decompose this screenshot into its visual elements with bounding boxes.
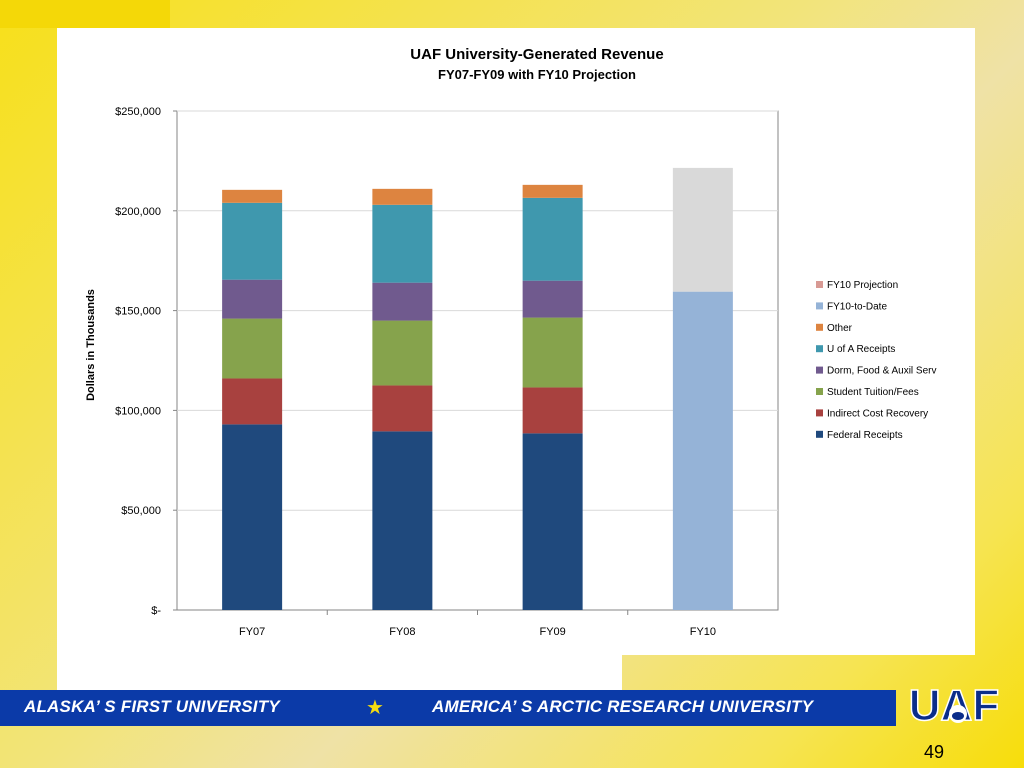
legend-swatch	[816, 302, 823, 310]
x-tick-label: FY08	[389, 626, 415, 638]
bar-segment	[372, 431, 433, 610]
footer-banner	[0, 690, 896, 726]
bar-segment	[222, 279, 283, 319]
x-tick-label: FY09	[539, 626, 565, 638]
legend-label: Student Tuition/Fees	[827, 387, 919, 398]
bar-segment	[372, 204, 433, 283]
bar-segment	[522, 184, 583, 198]
chart-subtitle: FY07-FY09 with FY10 Projection	[438, 67, 636, 82]
x-tick-label: FY07	[239, 626, 265, 638]
y-tick-label: $100,000	[115, 405, 161, 417]
bar-segment	[372, 282, 433, 321]
bar-segment	[672, 291, 733, 610]
bar-segment	[222, 378, 283, 425]
y-tick-label: $250,000	[115, 106, 161, 118]
legend-swatch	[816, 409, 823, 417]
legend-label: FY10-to-Date	[827, 301, 887, 312]
legend-label: Other	[827, 323, 853, 334]
legend-swatch	[816, 281, 823, 288]
bar-segment	[672, 167, 733, 292]
footer-left-text: ALASKA’ S FIRST UNIVERSITY	[24, 697, 280, 716]
y-tick-label: $200,000	[115, 206, 161, 218]
legend-label: Federal Receipts	[827, 430, 903, 441]
bar-segment	[522, 197, 583, 281]
page-number: 49	[924, 742, 945, 762]
y-axis-label: Dollars in Thousands	[85, 289, 97, 401]
bar-segment	[522, 317, 583, 388]
legend-label: Dorm, Food & Auxil Serv	[827, 366, 936, 377]
bar-segment	[222, 202, 283, 280]
legend-swatch	[816, 323, 823, 331]
bear-seal-icon	[949, 705, 967, 723]
bar-segment	[372, 188, 433, 205]
footer-right-text: AMERICA’ S ARCTIC RESEARCH UNIVERSITY	[432, 697, 814, 716]
y-tick-label: $-	[151, 605, 161, 617]
legend-label: Indirect Cost Recovery	[827, 408, 928, 419]
legend-swatch	[816, 388, 823, 395]
chart-title: UAF University-Generated Revenue	[410, 46, 663, 63]
uaf-logo: UAF	[908, 680, 1000, 728]
legend-swatch	[816, 345, 823, 353]
legend-label: FY10 Projection	[827, 280, 898, 291]
y-tick-label: $150,000	[115, 306, 161, 318]
stacked-bar-chart: UAF University-Generated Revenue FY07-FY…	[85, 46, 936, 638]
bar-segment	[372, 320, 433, 386]
panel-extension	[57, 655, 622, 690]
y-tick-label: $50,000	[121, 505, 161, 517]
bar-segment	[522, 280, 583, 318]
legend-label: U of A Receipts	[827, 344, 895, 355]
bar-segment	[222, 318, 283, 379]
corner-block	[0, 0, 170, 28]
bar-segment	[372, 385, 433, 432]
bar-segment	[222, 189, 283, 203]
bar-segment	[522, 387, 583, 434]
legend-swatch	[816, 430, 823, 438]
x-tick-label: FY10	[690, 626, 716, 638]
bar-segment	[222, 424, 283, 610]
bar-segment	[522, 433, 583, 610]
legend-swatch	[816, 366, 823, 374]
star-icon: ★	[366, 697, 384, 719]
